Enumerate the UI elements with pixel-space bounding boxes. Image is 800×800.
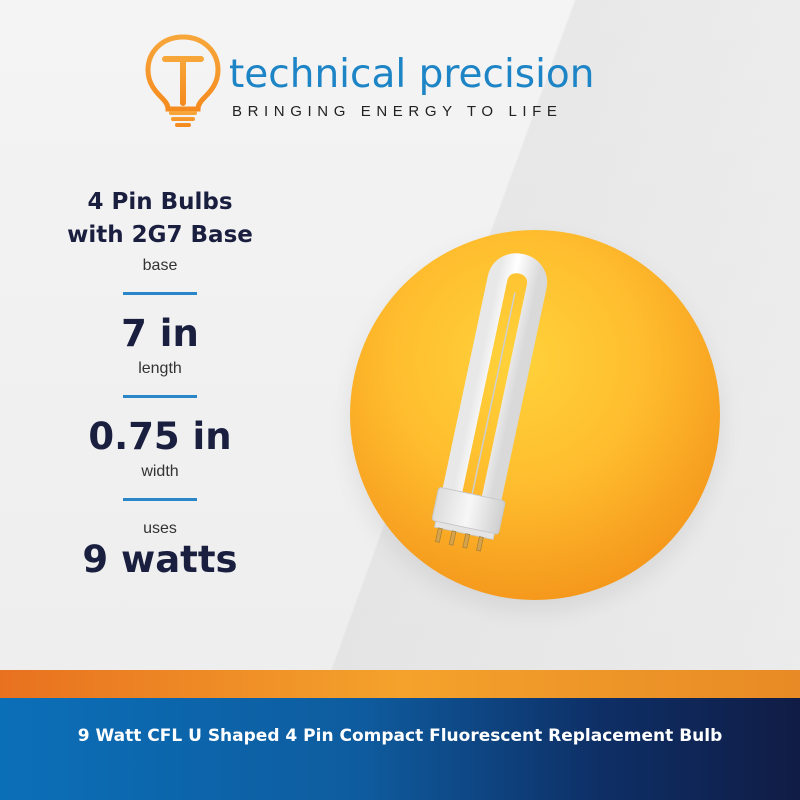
base-label: base bbox=[142, 257, 178, 274]
width-label: width bbox=[141, 463, 179, 480]
brand-tagline: BRINGING ENERGY TO LIFE bbox=[232, 103, 563, 120]
divider bbox=[123, 292, 197, 295]
specs-column: 4 Pin Bulbs with 2G7 Base base 7 in leng… bbox=[60, 186, 260, 581]
orange-stripe bbox=[0, 670, 800, 698]
length-value: 7 in bbox=[121, 312, 199, 355]
banner-text: 9 Watt CFL U Shaped 4 Pin Compact Fluore… bbox=[77, 726, 723, 746]
power-value: 9 watts bbox=[82, 538, 238, 581]
lightbulb-t-logo-icon bbox=[145, 34, 221, 127]
base-title-line1: 4 Pin Bulbs bbox=[87, 189, 233, 215]
width-value: 0.75 in bbox=[88, 415, 232, 458]
divider bbox=[123, 498, 197, 501]
divider bbox=[123, 395, 197, 398]
bottom-banner bbox=[0, 698, 800, 800]
power-prefix: uses bbox=[143, 520, 177, 537]
cfl-u-bulb-icon bbox=[431, 253, 547, 552]
base-title-line2: with 2G7 Base bbox=[67, 222, 253, 248]
brand-name: technical precision bbox=[229, 52, 595, 97]
length-label: length bbox=[138, 360, 182, 377]
